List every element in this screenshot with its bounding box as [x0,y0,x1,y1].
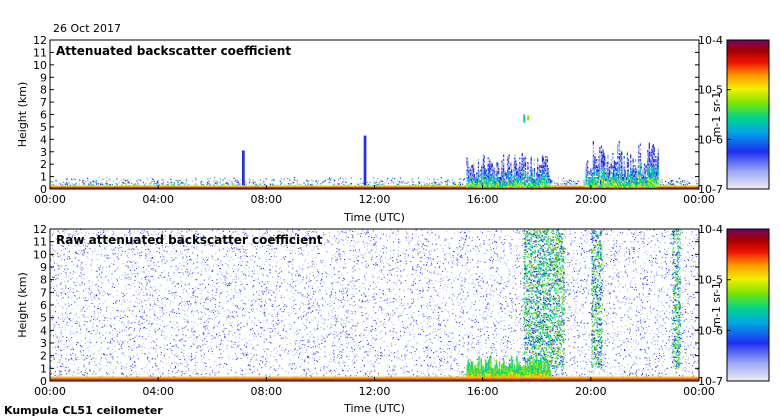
x-tick-label: 08:00 [250,385,282,398]
feature-streak-2 [363,135,367,186]
colorbar-tick-label: 10-6 [698,133,723,146]
x-tick-label: 00:00 [34,385,66,398]
x-tick-label: 00:00 [683,385,715,398]
y-axis-label: Height (km) [16,82,29,148]
y-tick-label: 8 [40,84,47,97]
x-tick-label: 16:00 [467,193,499,206]
x-tick-label: 04:00 [142,385,174,398]
y-tick-label: 9 [40,71,47,84]
colorbar: 10-4 10-5 10-6 10-7 m-1 sr-1 [698,223,770,388]
y-tick-label: 10 [33,59,47,72]
date-label: 26 Oct 2017 [53,22,121,35]
y-tick-label: 5 [40,312,47,325]
panel-title: Attenuated backscatter coefficient [56,44,291,58]
feature-column-3 [672,229,682,370]
feature-column-2 [590,229,603,370]
x-tick-label: 08:00 [250,193,282,206]
colorbar-tick-label: 10-7 [698,375,723,388]
plot-area [50,40,699,189]
colorbar-tick-label: 10-5 [698,84,723,97]
x-tick-label: 20:00 [575,385,607,398]
y-tick-label: 0 [40,183,47,196]
y-tick-label: 5 [40,121,47,134]
colorbar-tick-label: 10-6 [698,324,723,337]
x-tick-label: 20:00 [575,193,607,206]
colorbar: 10-4 10-5 10-6 10-7 m-1 sr-1 [698,34,770,196]
y-tick-label: 1 [40,171,47,184]
feature-cloud-5 [585,141,659,188]
x-tick-label: 12:00 [359,193,391,206]
colorbar-label: m-1 sr-1 [710,282,723,328]
colorbar-tick-label: 10-4 [698,34,723,47]
panel-1: Attenuated backscatter coefficient012345… [16,34,770,224]
colorbar-tick-label: 10-4 [698,223,723,236]
y-tick-label: 4 [40,324,47,337]
y-tick-label: 2 [40,350,47,363]
plot-area [50,229,699,381]
footer-label: Kumpula CL51 ceilometer [4,404,163,417]
feature-column-1 [523,229,566,370]
y-tick-label: 12 [33,34,47,47]
y-tick-label: 11 [33,46,47,59]
x-axis-label: Time (UTC) [343,211,405,224]
feature-streak-1 [241,150,245,186]
colorbar-tick-label: 10-5 [698,274,723,287]
colorbar-label: m-1 sr-1 [710,92,723,138]
x-axis: 00:00 04:00 08:00 12:00 16:00 20:00 00:00 [34,377,715,398]
y-tick-label: 1 [40,362,47,375]
y-tick-label: 11 [33,236,47,249]
y-tick-label: 4 [40,133,47,146]
x-tick-label: 16:00 [467,385,499,398]
y-tick-label: 0 [40,375,47,388]
y-tick-label: 9 [40,261,47,274]
colorbar-gradient [726,39,770,190]
y-tick-label: 6 [40,109,47,122]
colorbar-tick-label: 10-7 [698,183,723,196]
x-axis-label: Time (UTC) [343,402,405,415]
colorbar-gradient [726,228,770,382]
y-axis-label: Height (km) [16,272,29,338]
feature-fragment-4 [523,114,526,123]
x-tick-label: 12:00 [359,385,391,398]
panel-title: Raw attenuated backscatter coefficient [56,233,323,247]
x-axis: 00:00 04:00 08:00 12:00 16:00 20:00 00:00 [34,185,715,206]
y-tick-label: 3 [40,337,47,350]
y-tick-label: 6 [40,299,47,312]
y-tick-label: 8 [40,274,47,287]
x-tick-label: 04:00 [142,193,174,206]
feature-cloud-3 [466,153,552,188]
y-tick-label: 7 [40,96,47,109]
y-tick-label: 2 [40,158,47,171]
x-tick-label: 00:00 [34,193,66,206]
y-tick-label: 3 [40,146,47,159]
y-tick-label: 7 [40,286,47,299]
x-tick-label: 00:00 [683,193,715,206]
y-tick-label: 12 [33,223,47,236]
panel-2: Raw attenuated backscatter coefficient01… [16,223,770,415]
y-tick-label: 10 [33,248,47,261]
